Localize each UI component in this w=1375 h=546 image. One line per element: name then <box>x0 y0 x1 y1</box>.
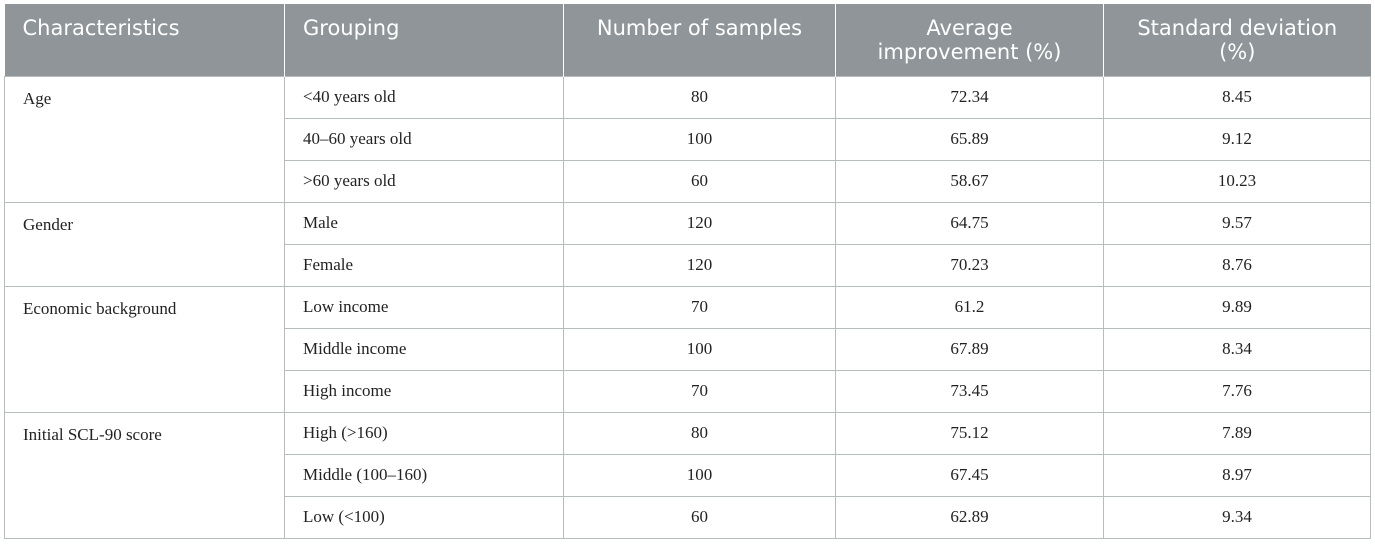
samples-cell: 120 <box>563 201 836 245</box>
grouping-cell: Low income <box>284 285 564 329</box>
average-improvement-cell: 61.2 <box>835 285 1104 329</box>
table-row: Middle (100–160) 100 67.45 8.97 <box>5 453 1371 497</box>
standard-deviation-cell: 7.76 <box>1103 369 1371 413</box>
average-improvement-cell: 75.12 <box>835 411 1104 455</box>
table-row: 40–60 years old 100 65.89 9.12 <box>5 117 1371 161</box>
samples-cell: 80 <box>563 75 836 119</box>
header-grouping: Grouping <box>284 4 564 76</box>
standard-deviation-cell: 8.76 <box>1103 243 1371 287</box>
grouping-cell: High income <box>284 369 564 413</box>
standard-deviation-cell: 8.97 <box>1103 453 1371 497</box>
grouping-cell: Middle income <box>284 327 564 371</box>
samples-cell: 60 <box>563 495 836 539</box>
header-row: Characteristics Grouping Number of sampl… <box>4 4 1371 76</box>
table-row: Middle income 100 67.89 8.34 <box>5 327 1371 371</box>
samples-cell: 100 <box>563 117 836 161</box>
table-row: Age <40 years old 80 72.34 8.45 <box>4 75 1371 203</box>
standard-deviation-cell: 8.45 <box>1103 75 1371 119</box>
table-row: Low (<100) 60 62.89 9.34 <box>5 495 1371 539</box>
grouping-cell: High (>160) <box>284 411 564 455</box>
grouping-cell: >60 years old <box>284 159 564 203</box>
standard-deviation-cell: 10.23 <box>1103 159 1371 203</box>
grouping-cell: <40 years old <box>284 75 564 119</box>
standard-deviation-cell: 9.89 <box>1103 285 1371 329</box>
samples-cell: 70 <box>563 369 836 413</box>
standard-deviation-cell: 9.34 <box>1103 495 1371 539</box>
samples-cell: 70 <box>563 285 836 329</box>
table-row: Gender Male 120 64.75 9.57 <box>4 201 1371 287</box>
samples-cell: 80 <box>563 411 836 455</box>
header-average-improvement: Average improvement (%) <box>835 4 1104 76</box>
average-improvement-cell: 67.89 <box>835 327 1104 371</box>
table-header: Characteristics Grouping Number of sampl… <box>4 4 1371 76</box>
header-sd-line2: (%) <box>1219 40 1256 64</box>
samples-cell: 60 <box>563 159 836 203</box>
average-improvement-cell: 62.89 <box>835 495 1104 539</box>
average-improvement-cell: 65.89 <box>835 117 1104 161</box>
characteristic-cell: Initial SCL-90 score <box>4 411 285 539</box>
grouping-cell: Female <box>284 243 564 287</box>
header-standard-deviation: Standard deviation (%) <box>1103 4 1371 76</box>
grouping-cell: Male <box>284 201 564 245</box>
results-table: Characteristics Grouping Number of sampl… <box>4 4 1371 539</box>
standard-deviation-cell: 9.12 <box>1103 117 1371 161</box>
characteristic-cell: Gender <box>4 201 285 287</box>
standard-deviation-cell: 9.57 <box>1103 201 1371 245</box>
grouping-cell: Middle (100–160) <box>284 453 564 497</box>
header-sd-line1: Standard deviation <box>1137 16 1338 40</box>
table-row: Economic background Low income 70 61.2 9.89 <box>4 285 1371 413</box>
average-improvement-cell: 72.34 <box>835 75 1104 119</box>
table-row: Initial SCL-90 score High (>160) 80 75.12 7.… <box>4 411 1371 539</box>
characteristic-cell: Age <box>4 75 285 203</box>
standard-deviation-cell: 8.34 <box>1103 327 1371 371</box>
average-improvement-cell: 58.67 <box>835 159 1104 203</box>
grouping-cell: 40–60 years old <box>284 117 564 161</box>
standard-deviation-cell: 7.89 <box>1103 411 1371 455</box>
table-row: >60 years old 60 58.67 10.23 <box>5 159 1371 203</box>
average-improvement-cell: 73.45 <box>835 369 1104 413</box>
table-row: Female 120 70.23 8.76 <box>5 243 1371 287</box>
average-improvement-cell: 64.75 <box>835 201 1104 245</box>
characteristic-cell: Economic background <box>4 285 285 413</box>
grouping-cell: Low (<100) <box>284 495 564 539</box>
header-characteristics: Characteristics <box>4 4 285 76</box>
samples-cell: 120 <box>563 243 836 287</box>
header-average-line1: Average <box>926 16 1013 40</box>
table-body: Age <40 years old 80 72.34 8.45 40–60 years o… <box>4 75 1371 539</box>
table-row: High income 70 73.45 7.76 <box>5 369 1371 413</box>
samples-cell: 100 <box>563 453 836 497</box>
average-improvement-cell: 70.23 <box>835 243 1104 287</box>
header-number-of-samples: Number of samples <box>563 4 836 76</box>
samples-cell: 100 <box>563 327 836 371</box>
average-improvement-cell: 67.45 <box>835 453 1104 497</box>
header-average-line2: improvement (%) <box>877 40 1062 64</box>
